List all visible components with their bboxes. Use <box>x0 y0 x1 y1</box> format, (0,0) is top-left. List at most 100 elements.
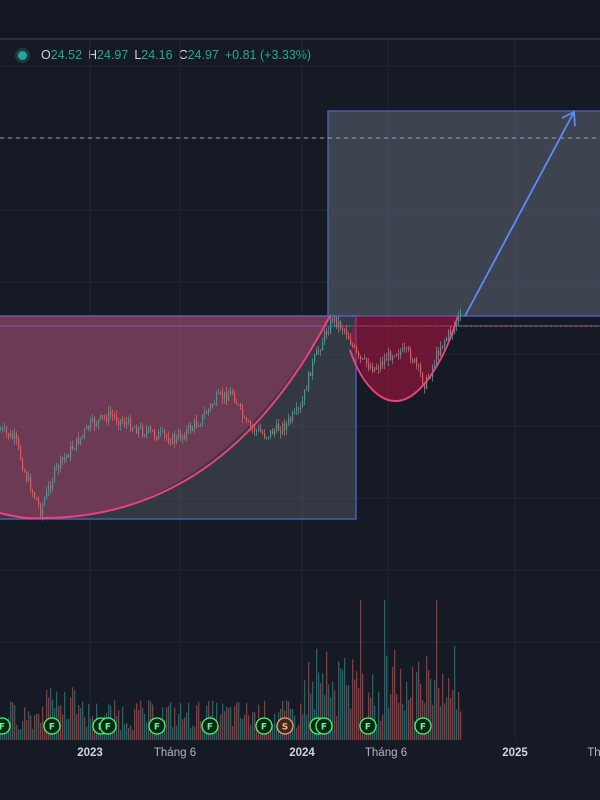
candle <box>72 440 74 451</box>
status-dot-icon[interactable] <box>18 50 27 60</box>
dividend-marker[interactable]: F <box>0 717 11 735</box>
dividend-marker[interactable]: F <box>201 717 219 735</box>
breakout-band-box[interactable] <box>0 315 600 327</box>
volume-bar <box>60 705 62 740</box>
candle <box>436 346 438 366</box>
candle <box>34 491 36 500</box>
dividend-marker[interactable]: F <box>315 717 333 735</box>
dividend-marker[interactable]: F <box>99 717 117 735</box>
volume-bar <box>236 702 238 740</box>
volume-bar <box>120 729 122 740</box>
candle <box>36 497 38 501</box>
candle <box>186 425 188 442</box>
candle <box>202 413 204 427</box>
candle <box>302 395 304 408</box>
volume-bar <box>38 713 40 740</box>
candle <box>226 386 228 406</box>
close-value: 24.97 <box>187 48 219 62</box>
volume-bar <box>252 712 254 740</box>
dividend-marker[interactable]: F <box>148 717 166 735</box>
candle <box>222 386 224 404</box>
volume-bar <box>86 726 88 740</box>
volume-bar <box>226 706 228 740</box>
volume-bar <box>190 727 192 740</box>
volume-bar <box>372 674 374 740</box>
volume-bar <box>316 648 318 740</box>
candle <box>2 425 4 433</box>
candle <box>396 353 398 357</box>
candle <box>312 358 314 380</box>
candle <box>74 447 76 450</box>
candle <box>46 486 48 500</box>
candle <box>60 455 62 473</box>
candle <box>16 431 18 445</box>
candle <box>258 424 260 433</box>
volume-bar <box>272 724 274 740</box>
candle <box>164 429 166 440</box>
candle <box>342 325 344 335</box>
candle <box>348 331 350 340</box>
candle <box>28 471 30 483</box>
candle <box>304 389 306 406</box>
candle <box>118 417 120 430</box>
marker-label: S <box>282 723 288 733</box>
dividend-marker[interactable]: F <box>414 717 432 735</box>
dividend-marker[interactable]: F <box>359 717 377 735</box>
candle <box>40 502 42 519</box>
volume-bar <box>40 722 42 740</box>
volume-bar <box>346 685 348 740</box>
volume-bar <box>72 687 74 740</box>
target-zone-box[interactable] <box>327 110 600 317</box>
volume-bar <box>442 673 444 740</box>
dividend-marker[interactable]: F <box>43 717 61 735</box>
volume-bar <box>350 708 352 740</box>
candle <box>266 436 268 441</box>
split-marker[interactable]: S <box>276 717 294 735</box>
candle <box>280 426 282 439</box>
candle <box>136 424 138 434</box>
target-arrow[interactable] <box>464 110 576 317</box>
candle <box>182 434 184 444</box>
volume-bar <box>88 703 90 740</box>
candle <box>232 388 234 396</box>
volume-bar <box>444 703 446 740</box>
cup-curve[interactable] <box>0 315 331 520</box>
volume-bar <box>18 729 20 740</box>
dividend-marker[interactable]: F <box>255 717 273 735</box>
volume-bar <box>362 673 364 740</box>
candle <box>364 354 366 360</box>
volume-bar <box>310 693 312 740</box>
volume-bar <box>24 707 26 740</box>
volume-bar <box>194 726 196 740</box>
candle <box>142 423 144 438</box>
volume-bar <box>358 687 360 740</box>
candle <box>254 425 256 437</box>
candle <box>376 363 378 370</box>
volume-bar <box>312 681 314 740</box>
volume-bar <box>452 689 454 740</box>
volume-bar <box>426 655 428 740</box>
volume-bar <box>50 688 52 740</box>
candle <box>306 385 308 391</box>
candle <box>442 345 444 350</box>
marker-label: F <box>261 723 267 733</box>
cup-fill <box>0 316 330 519</box>
candle <box>174 430 176 449</box>
volume-bar <box>132 729 134 740</box>
volume-bar <box>408 700 410 740</box>
candle <box>294 407 296 415</box>
candle <box>76 437 78 453</box>
candle <box>98 418 100 430</box>
candle <box>214 400 216 406</box>
candle <box>282 421 284 436</box>
candle <box>156 436 158 442</box>
handle-curve[interactable] <box>349 315 459 403</box>
candle <box>308 371 310 393</box>
volume-bar <box>44 723 46 740</box>
candle <box>88 425 90 432</box>
candle <box>150 424 152 433</box>
candle <box>160 426 162 437</box>
volume-bar <box>298 724 300 740</box>
volume-bar <box>434 679 436 740</box>
